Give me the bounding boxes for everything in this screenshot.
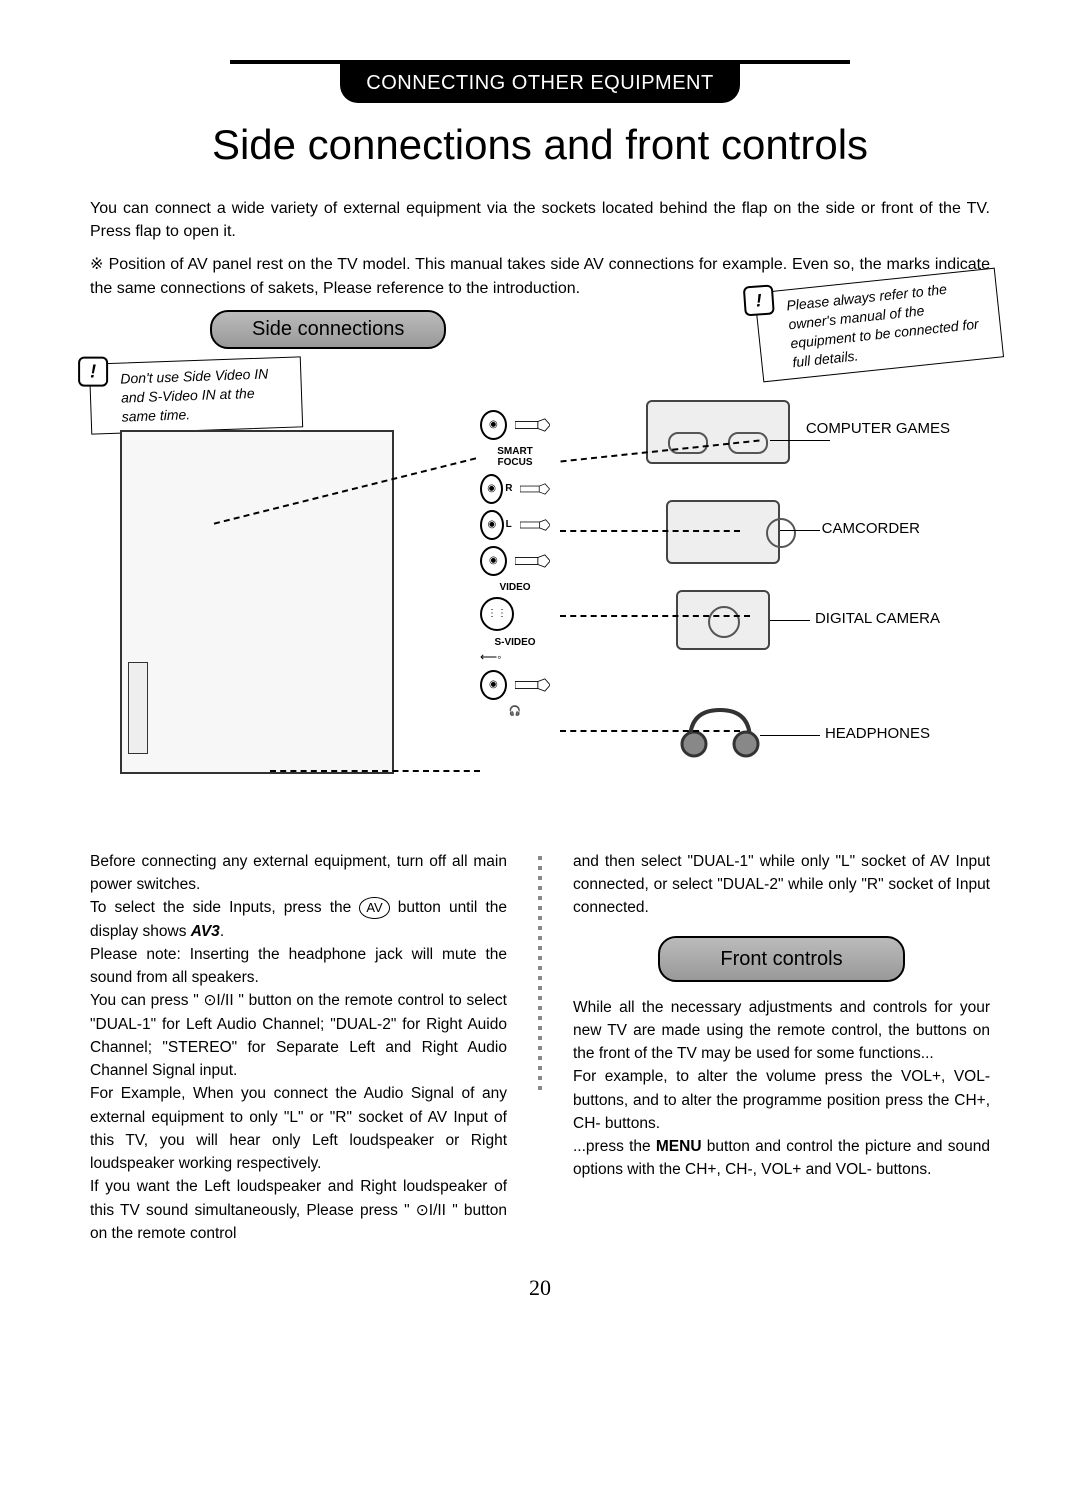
device-games [646,400,790,464]
label-computer-games: COMPUTER GAMES [806,420,950,437]
label-svideo: S-VIDEO [480,637,550,648]
port-audio-r: ◉ [480,474,503,504]
cable-line [560,615,750,617]
label-digital-camera: DIGITAL CAMERA [815,610,940,627]
label-l: L [506,519,512,530]
chapter-header: CONNECTING OTHER EQUIPMENT [230,60,850,103]
tv-illustration [120,430,394,774]
left-p3: Please note: Inserting the headphone jac… [90,946,507,986]
chapter-label: CONNECTING OTHER EQUIPMENT [340,64,739,103]
warning-icon: ! [78,356,108,386]
leader-line [780,530,820,531]
leader-line [270,770,480,772]
right-p3: For example, to alter the volume press t… [573,1068,990,1132]
port-column: ◉ SMART FOCUS ◉ R ◉ L ◉ VIDEO ⋮⋮ [480,410,550,717]
right-p4a: ...press the [573,1138,656,1155]
jack-icon [520,482,550,496]
side-connections-diagram: Side connections ! Please always refer t… [90,310,990,830]
label-headphones: HEADPHONES [825,725,930,742]
page-title: Side connections and front controls [90,121,990,169]
port-svideo: ⋮⋮ [480,597,514,631]
port-video: ◉ [480,546,507,576]
intro-paragraph-1: You can connect a wide variety of extern… [90,197,990,243]
column-separator [537,850,543,1245]
jack-icon [515,678,550,692]
svideo-arrow-icon: ⟵◦ [480,650,550,664]
label-headphone-icon: 🎧 [480,706,550,717]
jack-icon [515,554,550,568]
label-smart-focus: SMART FOCUS [480,446,550,468]
left-p1: Before connecting any external equipment… [90,853,507,893]
left-column: Before connecting any external equipment… [90,850,507,1245]
cable-line [560,730,740,732]
right-p2: While all the necessary adjustments and … [573,999,990,1063]
note-right-text: Please always refer to the owner's manua… [786,281,980,370]
menu-text: MENU [656,1138,702,1155]
port-smart-focus: ◉ [480,410,507,440]
note-left-text: Don't use Side Video IN and S-Video IN a… [120,365,268,424]
device-camcorder [666,500,780,564]
warning-icon: ! [743,284,775,316]
left-p4: You can press " ⊙I/II " button on the re… [90,992,507,1079]
leader-line [760,735,820,736]
jack-icon [515,418,550,432]
leader-line [770,440,830,441]
port-audio-l: ◉ [480,510,504,540]
body-columns: Before connecting any external equipment… [90,850,990,1245]
av-button-icon: AV [359,897,389,919]
left-p6: If you want the Left loudspeaker and Rig… [90,1178,507,1242]
label-video: VIDEO [480,582,550,593]
left-p2c: . [220,923,224,940]
note-dont-use-both: ! Don't use Side Video IN and S-Video IN… [89,356,303,434]
port-headphone: ◉ [480,670,507,700]
leader-line [770,620,810,621]
right-p1: and then select "DUAL-1" while only "L" … [573,853,990,917]
right-column: and then select "DUAL-1" while only "L" … [573,850,990,1245]
left-p2a: To select the side Inputs, press the [90,899,359,916]
device-digital-camera [676,590,770,650]
left-p5: For Example, When you connect the Audio … [90,1085,507,1172]
section-side-connections: Side connections [210,310,446,349]
label-camcorder: CAMCORDER [822,520,920,537]
label-r: R [505,483,512,494]
page-number: 20 [90,1275,990,1301]
tv-side-panel [128,662,148,754]
jack-icon [520,518,550,532]
section-front-controls: Front controls [658,936,904,982]
device-headphones [680,700,760,765]
av3-text: AV3 [191,923,220,940]
cable-line [560,530,740,532]
